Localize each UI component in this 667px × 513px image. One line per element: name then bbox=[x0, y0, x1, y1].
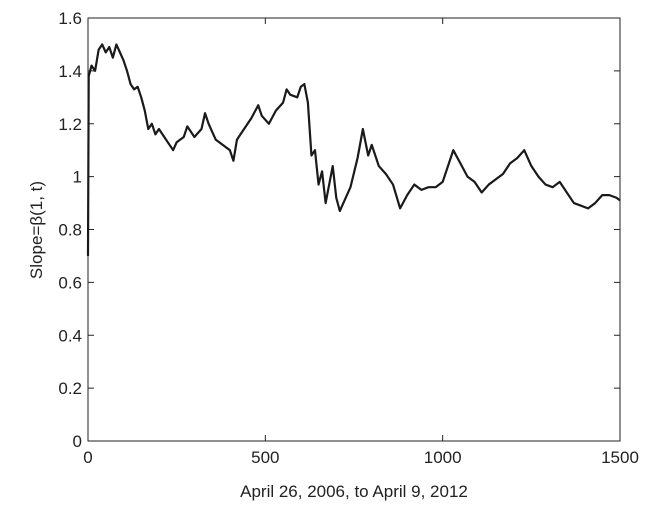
y-tick-label: 1 bbox=[73, 168, 82, 187]
y-tick-label: 1.2 bbox=[58, 115, 82, 134]
x-tick-label: 1500 bbox=[601, 448, 639, 467]
y-tick-label: 0.6 bbox=[58, 273, 82, 292]
y-tick-label: 1.4 bbox=[58, 62, 82, 81]
plot-frame bbox=[87, 17, 621, 442]
y-tick-label: 0.2 bbox=[58, 379, 82, 398]
data-line bbox=[86, 43, 621, 256]
x-tick-label: 500 bbox=[251, 448, 279, 467]
y-axis-label: Slope=β(1, t) bbox=[27, 181, 46, 279]
y-tick-label: 1.6 bbox=[58, 9, 82, 28]
x-tick-label: 1000 bbox=[424, 448, 462, 467]
x-tick-label: 0 bbox=[83, 448, 92, 467]
x-axis-label: April 26, 2006, to April 9, 2012 bbox=[240, 482, 468, 501]
y-tick-label: 0 bbox=[73, 432, 82, 451]
y-tick-label: 0.8 bbox=[58, 221, 82, 240]
y-tick-label: 0.4 bbox=[58, 326, 82, 345]
